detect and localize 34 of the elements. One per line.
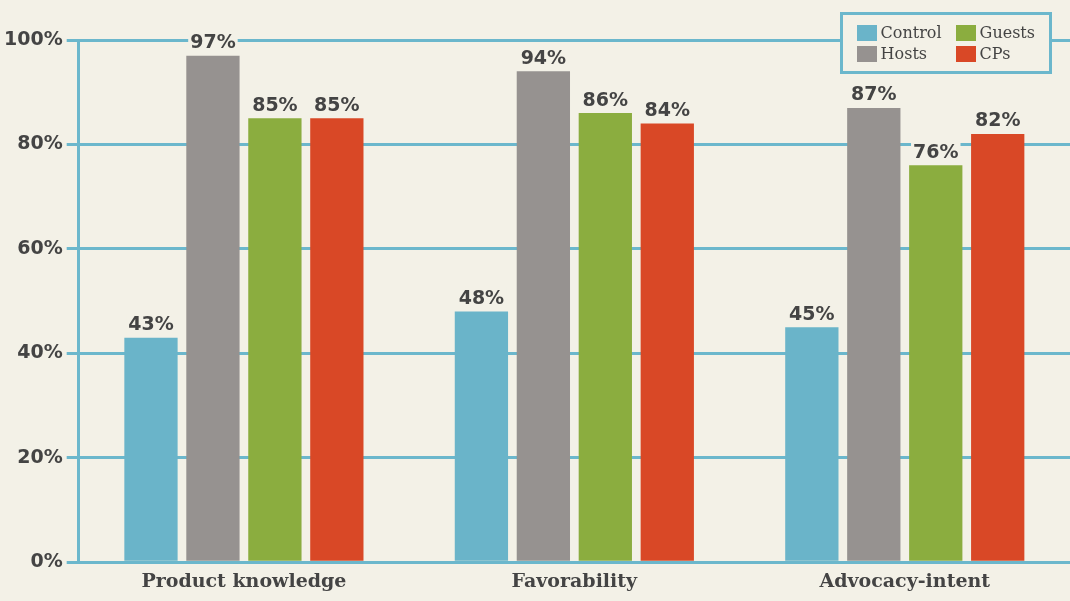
bar — [248, 118, 302, 561]
bar — [909, 165, 963, 561]
data-label: 45% — [789, 301, 835, 324]
data-label: 86% — [582, 87, 629, 110]
data-label: 94% — [520, 45, 567, 68]
bar — [640, 123, 694, 561]
data-label: 43% — [128, 312, 174, 335]
data-label: 48% — [458, 285, 505, 308]
y-tick-label: 0% — [30, 549, 63, 572]
data-label: 76% — [913, 139, 959, 162]
x-tick-label: Advocacy-intent — [818, 568, 991, 591]
legend-label: Guests — [979, 23, 1035, 42]
bar — [186, 55, 240, 561]
y-tick-label: 80% — [17, 131, 63, 154]
data-label: 84% — [644, 97, 691, 120]
data-label: 85% — [252, 92, 298, 115]
x-tick-label: Product knowledge — [141, 568, 347, 591]
legend-label: Hosts — [880, 44, 928, 63]
bar — [971, 134, 1025, 561]
data-label: 97% — [190, 30, 236, 53]
y-tick-label: 60% — [17, 235, 63, 258]
y-tick-label: 40% — [17, 340, 63, 363]
legend-label: CPs — [979, 44, 1011, 63]
bar — [847, 107, 901, 561]
data-label: 85% — [314, 92, 360, 115]
legend-label: Control — [880, 23, 942, 42]
y-tick-label: 100% — [3, 26, 63, 49]
bar — [516, 71, 571, 561]
x-tick-label: Favorability — [511, 568, 639, 591]
data-label: 82% — [974, 108, 1021, 131]
data-label: 87% — [851, 82, 897, 105]
y-tick-label: 20% — [17, 444, 63, 467]
bar — [310, 118, 364, 561]
bar — [578, 113, 632, 561]
